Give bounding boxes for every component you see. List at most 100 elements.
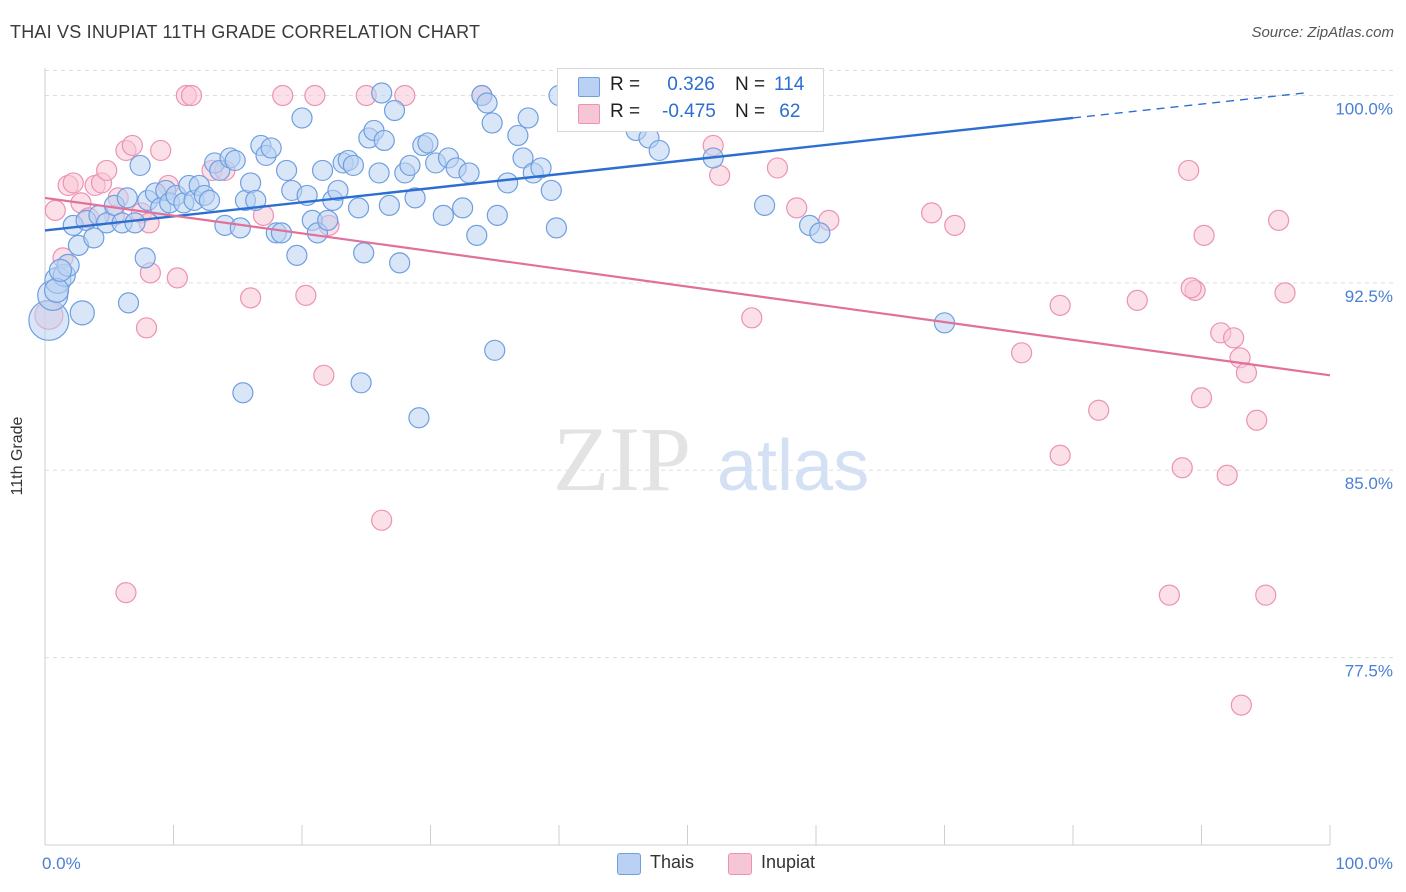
thais-point [481, 112, 503, 134]
thais-point [117, 292, 140, 314]
thais-point [809, 222, 831, 244]
thais-trend-line [44, 116, 1074, 232]
inupiat-point [944, 214, 966, 236]
inupiat-point [1088, 399, 1110, 421]
thais-point [129, 154, 151, 177]
thais-point [399, 154, 421, 177]
thais-point [134, 247, 156, 269]
thais-point [486, 204, 508, 226]
inupiat-point [766, 157, 789, 179]
thais-point [317, 209, 339, 231]
inupiat-point [1158, 584, 1180, 606]
inupiat-swatch [578, 104, 600, 124]
thais-point [48, 258, 73, 282]
inupiat-point [1193, 224, 1215, 246]
thais-point [466, 224, 488, 246]
inupiat-point [921, 202, 943, 224]
thais-point [507, 124, 529, 147]
thais-point [327, 179, 349, 202]
stats-legend: R = 0.326 N = 114 R = -0.475 N = 62 [557, 68, 824, 132]
thais-point [389, 252, 411, 274]
thais-point [648, 139, 670, 162]
thais-point [229, 217, 251, 239]
thais-point [378, 194, 400, 217]
thais-point [347, 197, 370, 219]
thais-point [275, 159, 298, 182]
inupiat-point [394, 84, 416, 107]
y-tick-label: 77.5% [1345, 662, 1393, 681]
thais-point [512, 147, 534, 169]
thais-point [484, 339, 506, 361]
inupiat-point [1255, 584, 1277, 606]
thais-point [350, 372, 372, 394]
inupiat-point [313, 364, 335, 386]
thais-point [497, 172, 519, 194]
inupiat-point [1180, 277, 1202, 299]
thais-swatch [578, 77, 600, 97]
thais-point [260, 137, 282, 159]
thais-point [69, 300, 95, 326]
thais-trend-extension [1072, 92, 1305, 119]
inupiat-point [1274, 282, 1296, 304]
inupiat-point [240, 287, 262, 309]
thais-point [545, 217, 568, 239]
thais-point [458, 162, 480, 184]
y-tick-label: 85.0% [1345, 474, 1393, 493]
inupiat-legend-label: Inupiat [761, 852, 816, 872]
axis-layer [44, 68, 1331, 846]
thais-point [371, 82, 393, 104]
inupiat-point [44, 199, 66, 222]
inupiat-point [1178, 159, 1200, 182]
thais-point [517, 107, 539, 129]
legend-n-value: 62 [774, 101, 801, 122]
inupiat-point [1216, 464, 1238, 486]
inupiat-trend-line [44, 196, 1331, 377]
thais-point [342, 154, 364, 177]
legend-r-label: R = [610, 74, 641, 95]
thais-point [404, 187, 426, 209]
thais-point [270, 222, 293, 244]
inupiat-point [1171, 457, 1193, 479]
watermark-atlas: atlas [717, 426, 869, 506]
inupiat-point [1246, 409, 1268, 431]
inupiat-point [1049, 444, 1071, 466]
inupiat-point [121, 134, 143, 157]
watermark: ZIP atlas [553, 408, 869, 510]
thais-point [408, 407, 430, 429]
inupiat-point [272, 84, 294, 107]
thais-point [530, 157, 552, 179]
thais-point [373, 129, 395, 152]
thais-point [353, 242, 375, 264]
inupiat-point [741, 307, 763, 329]
tick-labels: 77.5% 85.0% 92.5% 100.0% 0.0% 100.0% [42, 99, 1393, 873]
y-tick-label: 100.0% [1335, 99, 1393, 118]
inupiat-point [1010, 342, 1033, 364]
inupiat-point [115, 582, 137, 604]
thais-point [417, 132, 439, 154]
x-tick-label-min: 0.0% [42, 854, 81, 873]
legend-n-label: N = [735, 74, 766, 95]
thais-point [286, 244, 308, 266]
inupiat-point [62, 172, 84, 194]
thais-point [432, 204, 454, 226]
legend-r-label: R = [610, 101, 641, 122]
inupiat-point [1223, 327, 1245, 349]
thais-point [452, 197, 474, 219]
inupiat-point [1267, 209, 1290, 231]
x-tick-label-max: 100.0% [1335, 854, 1393, 873]
inupiat-legend-swatch [728, 853, 752, 875]
legend-n-label: N = [735, 101, 766, 122]
inupiat-point [1049, 294, 1071, 316]
inupiat-point [1190, 387, 1213, 409]
y-axis-label: 11th Grade [9, 416, 26, 496]
inupiat-point [150, 139, 172, 162]
inupiat-point [371, 509, 393, 531]
thais-point [245, 189, 267, 212]
inupiat-point [135, 317, 158, 339]
thais-point [476, 92, 498, 114]
watermark-zip: ZIP [553, 408, 691, 510]
thais-point [368, 162, 390, 184]
inupiat-point [304, 84, 326, 107]
thais-point [43, 277, 70, 303]
